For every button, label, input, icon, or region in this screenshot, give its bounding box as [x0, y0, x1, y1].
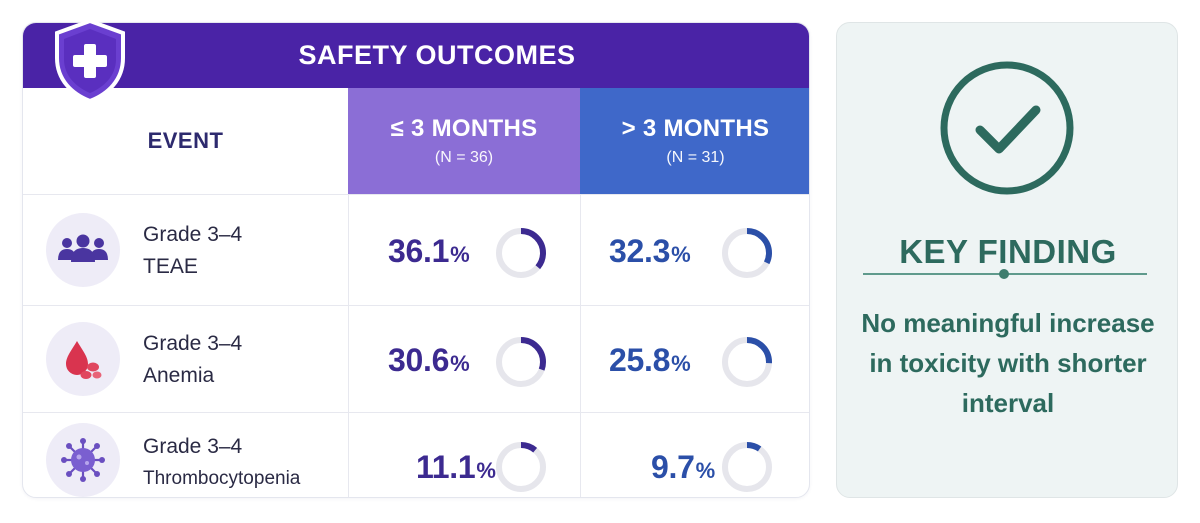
ring-track: [496, 442, 546, 492]
le-3-months-n: (N = 36): [434, 149, 494, 166]
ring-track: [722, 442, 772, 492]
le-3-months-column-header: ≤ 3 MONTHS (N = 36): [348, 88, 580, 194]
table-row: Grade 3–4 Anemia 30.6% 25.8%: [23, 305, 809, 412]
event-label: Grade 3–4 Anemia: [143, 332, 243, 387]
key-finding-title: KEY FINDING: [899, 233, 1117, 270]
event-column-header: EVENT: [23, 88, 348, 194]
event-label: Grade 3–4 TEAE: [143, 223, 243, 278]
virus-icon: [46, 423, 120, 497]
teae-le-3-months-value: 36.1%: [388, 233, 470, 269]
gt-3-months-label: > 3 MONTHS: [621, 115, 770, 142]
table-row: Grade 3–4 TEAE 36.1% 32.3%: [23, 194, 809, 305]
ring-arc: [496, 442, 546, 492]
anemia-gt-3-months-value: 25.8%: [609, 342, 691, 378]
thrombocytopenia-le-3-months-ring: [496, 442, 546, 492]
anemia-le-3-months-ring: [496, 337, 546, 387]
gt-3-months-column-header: > 3 MONTHS (N = 31): [580, 88, 809, 194]
event-label: Grade 3–4 Thrombocytopenia: [143, 435, 301, 489]
gt-3-months-n: (N = 31): [666, 149, 725, 166]
ring-arc: [722, 337, 772, 387]
ring-arc: [722, 228, 772, 278]
teae-gt-3-months-value: 32.3%: [609, 233, 691, 269]
teae-le-3-months-ring: [496, 228, 546, 278]
checkmark-circle-icon: [940, 61, 1074, 195]
ring-arc: [722, 442, 772, 492]
thrombocytopenia-le-3-months-value: 11.1%: [416, 449, 496, 485]
shield-cross-icon: [55, 18, 125, 104]
table-title-bar: SAFETY OUTCOMES: [23, 23, 809, 88]
ring-arc: [496, 228, 546, 278]
people-group-icon: [46, 213, 120, 287]
le-3-months-label: ≤ 3 MONTHS: [390, 115, 538, 142]
key-finding-card: KEY FINDING No meaningful increase in to…: [836, 22, 1178, 498]
table-row: Grade 3–4 Thrombocytopenia 11.1% 9.7%: [23, 412, 809, 497]
teae-gt-3-months-ring: [722, 228, 772, 278]
blood-drop-icon: [46, 322, 120, 396]
table-title: SAFETY OUTCOMES: [298, 40, 576, 70]
ring-arc: [496, 337, 546, 387]
anemia-gt-3-months-ring: [722, 337, 772, 387]
event-header-label: EVENT: [147, 128, 224, 153]
safety-outcomes-table: SAFETY OUTCOMES EVENT ≤ 3 MONTHS (N = 36…: [22, 22, 810, 498]
anemia-le-3-months-value: 30.6%: [388, 342, 470, 378]
key-finding-body: No meaningful increase in toxicity with …: [861, 308, 1155, 418]
key-finding-divider-dot: [999, 269, 1009, 279]
thrombocytopenia-gt-3-months-ring: [722, 442, 772, 492]
thrombocytopenia-gt-3-months-value: 9.7%: [651, 449, 716, 485]
